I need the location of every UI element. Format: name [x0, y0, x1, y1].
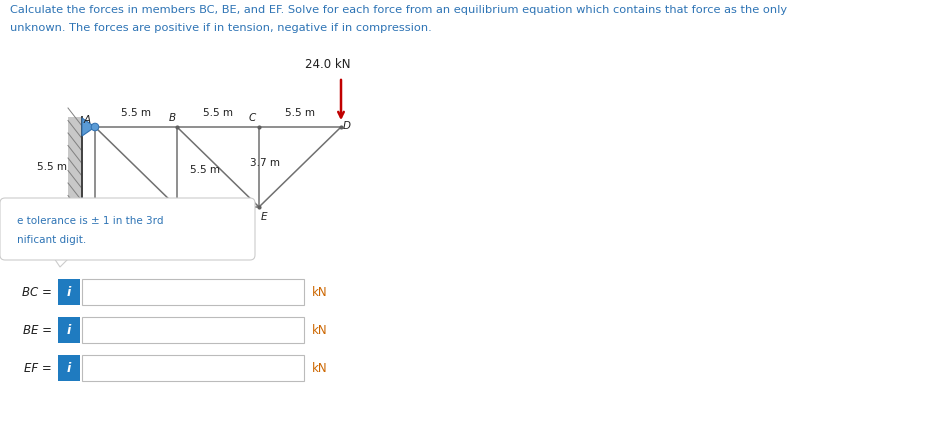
FancyBboxPatch shape — [82, 355, 304, 381]
Text: Calculate the forces in members BC, BE, and EF. Solve for each force from an equ: Calculate the forces in members BC, BE, … — [10, 5, 787, 15]
Text: nificant digit.: nificant digit. — [17, 235, 86, 246]
Text: 5.5 m: 5.5 m — [190, 165, 220, 175]
FancyBboxPatch shape — [58, 279, 80, 305]
Text: E: E — [260, 212, 267, 222]
Text: A: A — [83, 115, 91, 125]
Text: 24.0 kN: 24.0 kN — [305, 58, 350, 71]
Text: BC =: BC = — [22, 286, 52, 299]
FancyBboxPatch shape — [0, 198, 255, 260]
Text: i: i — [67, 361, 71, 375]
Text: 3.7 m: 3.7 m — [250, 158, 280, 168]
Text: kN: kN — [312, 361, 327, 375]
Text: e tolerance is ± 1 in the 3rd: e tolerance is ± 1 in the 3rd — [17, 216, 163, 226]
Text: kN: kN — [312, 286, 327, 299]
FancyBboxPatch shape — [82, 279, 304, 305]
FancyBboxPatch shape — [82, 317, 304, 343]
Text: B: B — [169, 113, 175, 123]
Text: 5.5 m: 5.5 m — [203, 108, 233, 118]
Circle shape — [91, 123, 99, 131]
Text: 5.5 m: 5.5 m — [37, 162, 67, 172]
Text: D: D — [343, 121, 351, 131]
Text: BE =: BE = — [23, 324, 52, 336]
Text: kN: kN — [312, 324, 327, 336]
FancyBboxPatch shape — [58, 355, 80, 381]
Polygon shape — [82, 198, 95, 216]
Text: 5.5 m: 5.5 m — [285, 108, 315, 118]
Polygon shape — [82, 118, 95, 136]
Text: unknown. The forces are positive if in tension, negative if in compression.: unknown. The forces are positive if in t… — [10, 23, 432, 33]
Text: F: F — [174, 214, 180, 224]
Circle shape — [91, 203, 99, 211]
Text: 5.5 m: 5.5 m — [121, 108, 151, 118]
Polygon shape — [52, 255, 72, 267]
Bar — [68, 117, 82, 217]
Text: i: i — [67, 324, 71, 336]
Text: G: G — [93, 214, 101, 224]
FancyBboxPatch shape — [58, 317, 80, 343]
Text: EF =: EF = — [24, 361, 52, 375]
Text: C: C — [248, 113, 256, 123]
Text: i: i — [67, 286, 71, 299]
